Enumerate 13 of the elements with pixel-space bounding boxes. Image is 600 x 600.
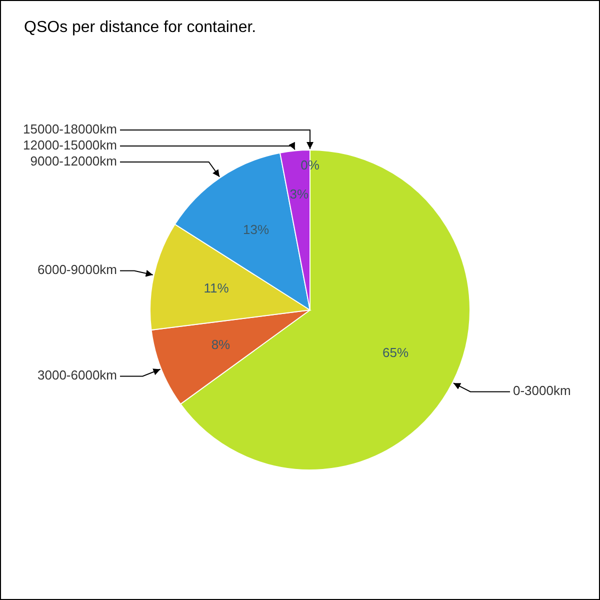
text: 0% [300, 157, 320, 172]
data-label: 11% [204, 280, 230, 296]
data-label: 8% [211, 336, 231, 352]
slice-label: 0-3000km [513, 383, 571, 398]
data-label: 65% [382, 345, 409, 360]
data-label: 3% [290, 186, 309, 202]
slice-label: 12000-15000km [23, 137, 117, 152]
slice-label: 9000-12000km [30, 153, 117, 168]
chart-title: QSOs per distance for container. [24, 19, 256, 36]
slice-label: 6000-9000km [38, 262, 117, 278]
data-label: 13% [243, 222, 270, 238]
slice-label: 3000-6000km [38, 368, 117, 383]
category-label: 15000-18000km [23, 121, 117, 136]
